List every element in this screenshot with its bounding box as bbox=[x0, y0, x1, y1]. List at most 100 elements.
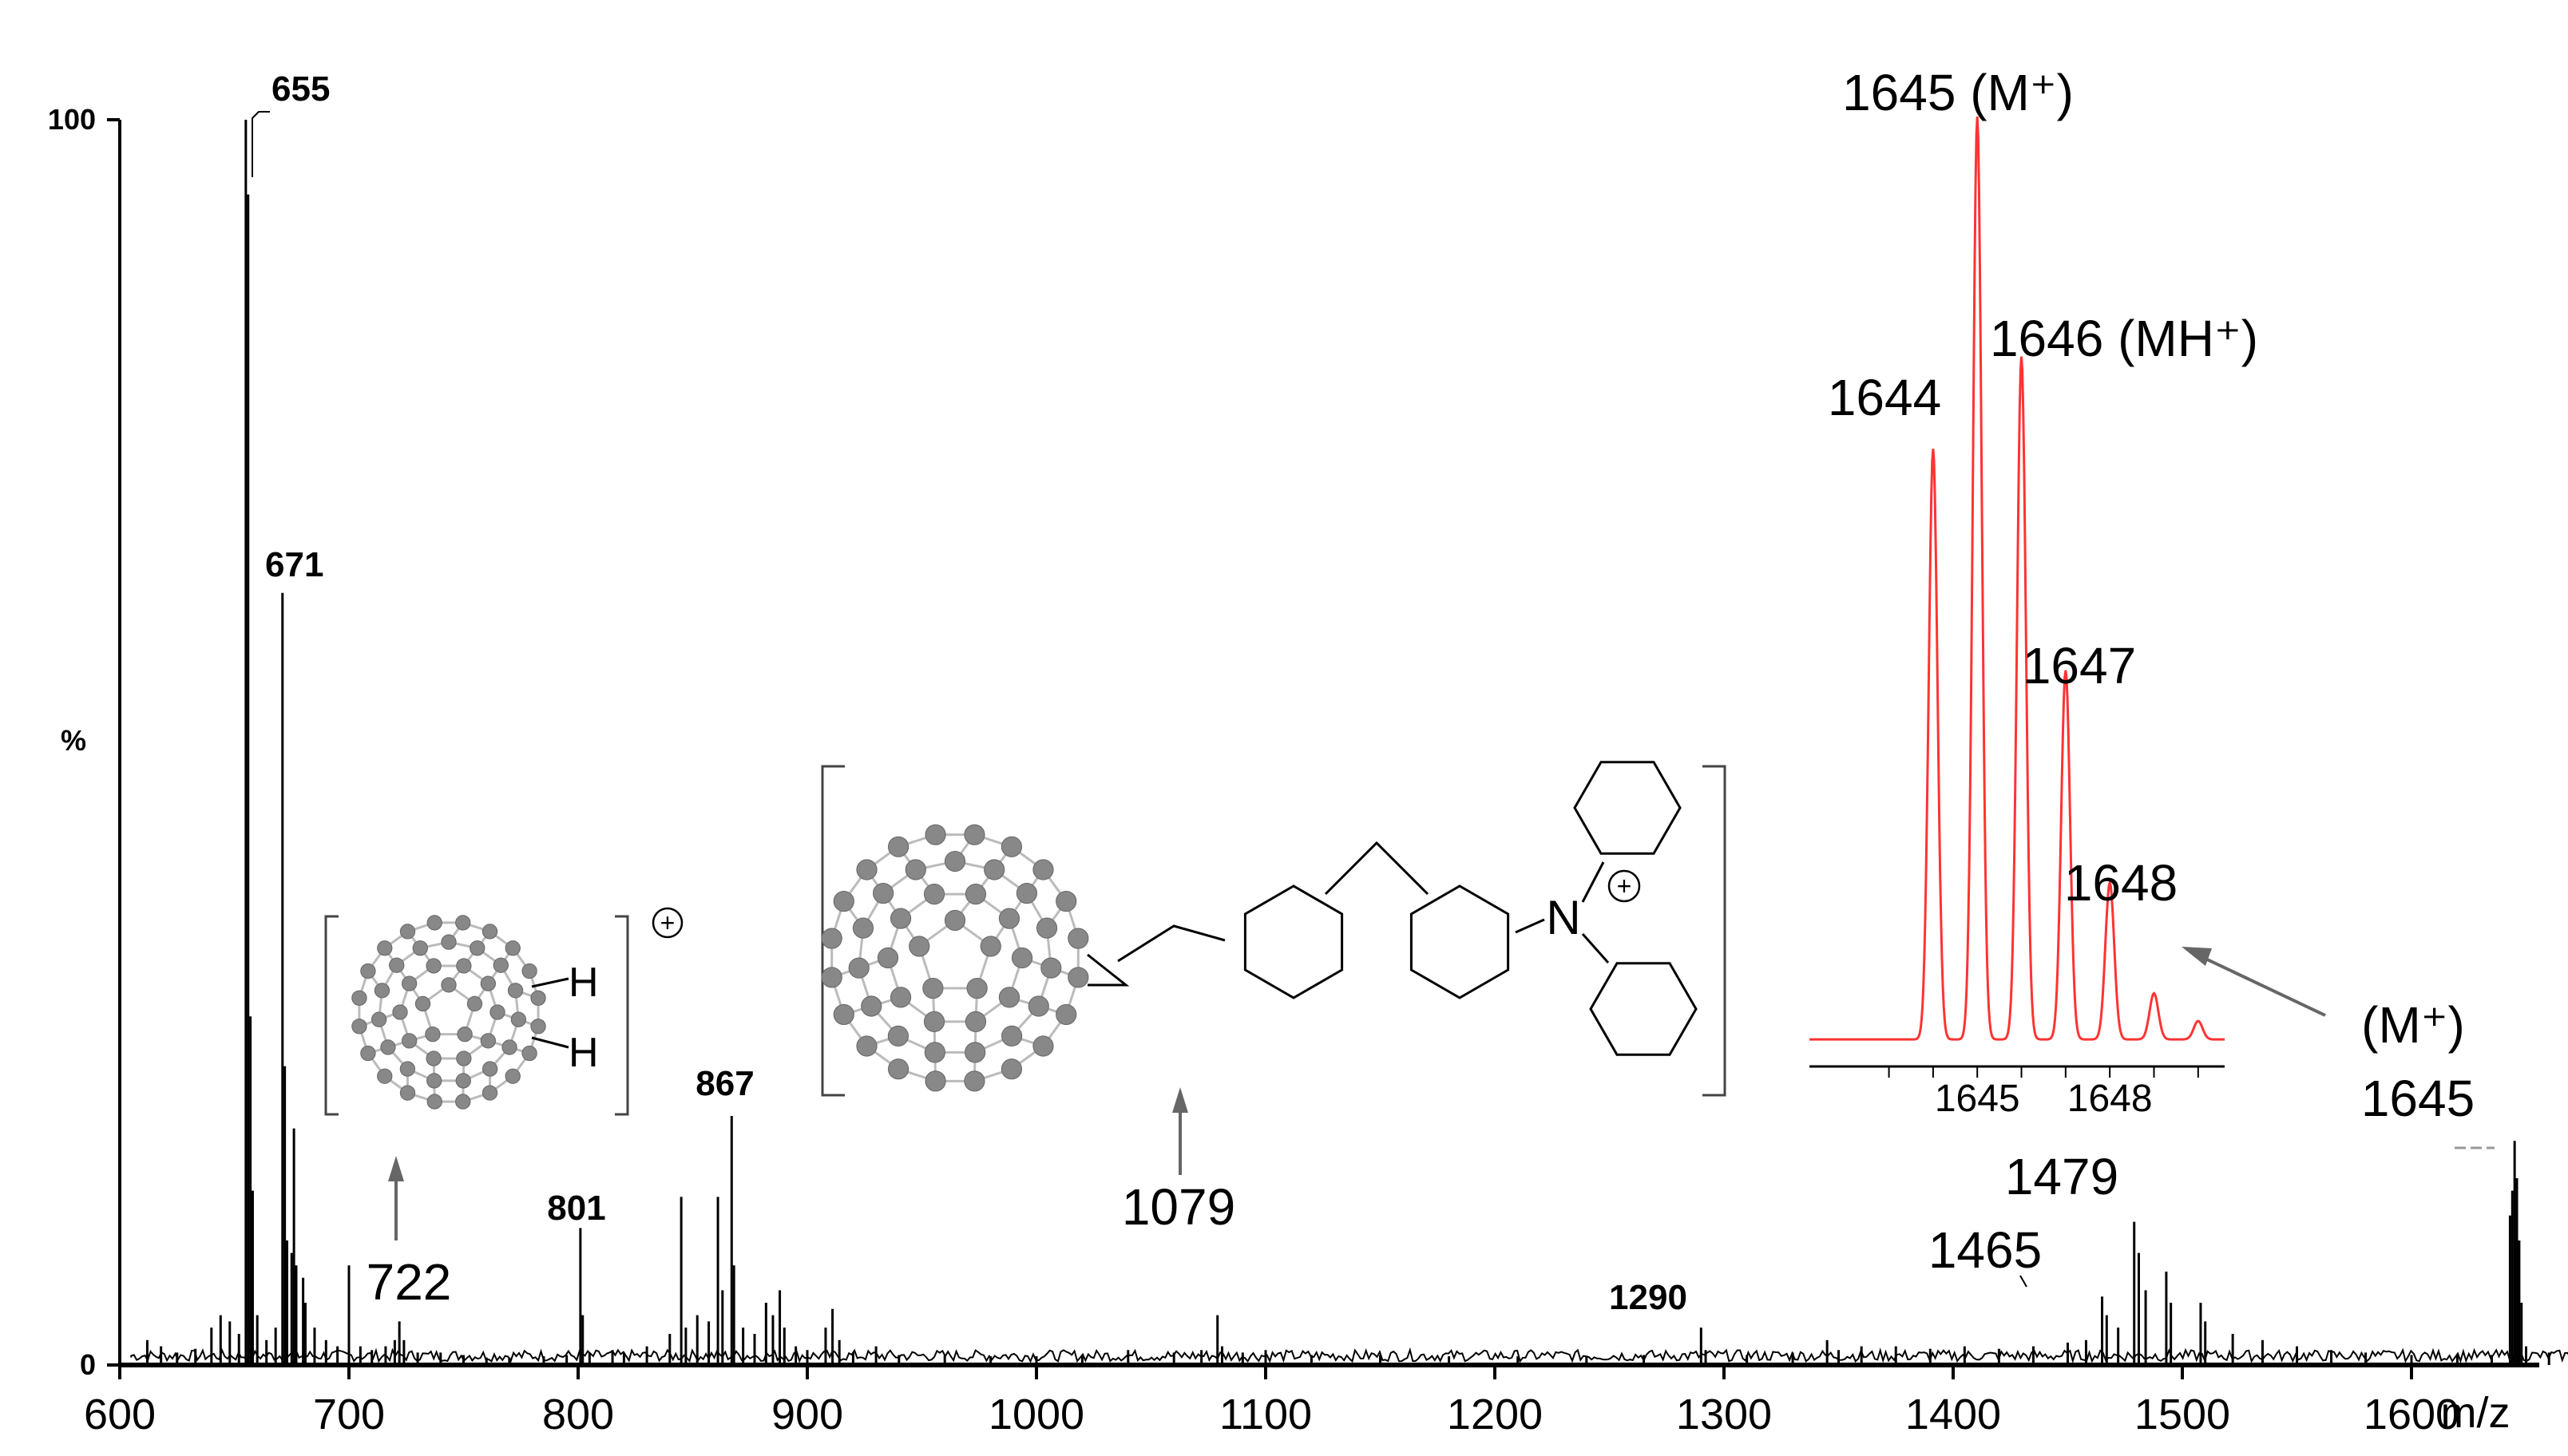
cage-atom bbox=[833, 890, 854, 912]
inset-tick-label-1648: 1648 bbox=[2067, 1078, 2153, 1120]
charge-circle-2 bbox=[1607, 869, 1641, 903]
peak-label-molecular-ion-tag: (M⁺) bbox=[2361, 996, 2465, 1054]
cage-atom bbox=[441, 934, 457, 950]
cage-atom bbox=[944, 850, 966, 872]
cage-atom bbox=[944, 909, 966, 932]
cage-atom bbox=[456, 1050, 472, 1066]
cage-atom bbox=[887, 836, 910, 857]
fluorene-ring-right bbox=[1409, 884, 1510, 999]
cage-atom bbox=[1016, 882, 1037, 904]
main-axes: 100 0 % m/z bbox=[48, 103, 2539, 1437]
cage-atom bbox=[389, 957, 405, 973]
cage-atom bbox=[1056, 1003, 1077, 1026]
cage-atom bbox=[1011, 947, 1033, 969]
y-tick-label-100: 100 bbox=[48, 103, 96, 136]
fullerene-cage-2 bbox=[821, 824, 1089, 1092]
arrow-722-head bbox=[388, 1156, 404, 1181]
charge-plus-2: + bbox=[1617, 872, 1632, 900]
cage-atom bbox=[360, 963, 376, 979]
cage-atom bbox=[856, 859, 878, 880]
peak-label-1290: 1290 bbox=[1609, 1278, 1687, 1317]
cage-atom bbox=[482, 1061, 498, 1077]
cage-atom bbox=[507, 983, 524, 999]
cage-atom bbox=[890, 908, 912, 929]
cage-atom bbox=[1032, 1035, 1054, 1057]
peak-1465-leader bbox=[2019, 1275, 2027, 1288]
inset-x-ticks: 1645 1648 bbox=[1888, 1066, 2199, 1120]
n-phenyl-bond-top bbox=[1581, 861, 1605, 903]
cage-atom bbox=[923, 884, 945, 905]
cage-atom bbox=[457, 1026, 473, 1043]
x-tick-label-700: 700 bbox=[313, 1391, 385, 1438]
cage-atom bbox=[887, 1058, 910, 1080]
cage-atom bbox=[1001, 1058, 1023, 1080]
fluorene-bridge bbox=[1324, 841, 1429, 896]
cage-atom bbox=[455, 915, 471, 931]
x-tick-label-600: 600 bbox=[84, 1391, 156, 1438]
y-tick-label-0: 0 bbox=[80, 1348, 96, 1381]
x-tick-label-1400: 1400 bbox=[1905, 1391, 2001, 1438]
cage-atom bbox=[480, 1033, 497, 1049]
cage-atom bbox=[426, 1094, 442, 1110]
x-axis-ticks: 600 700 800 900 1000 1100 1200 1300 1400 1500 1600 bbox=[84, 1365, 2459, 1438]
cage-atom bbox=[530, 990, 546, 1006]
x-tick-label-1000: 1000 bbox=[989, 1391, 1084, 1438]
cage-atom bbox=[482, 924, 498, 940]
cage-atom bbox=[392, 1004, 408, 1020]
cage-atom bbox=[455, 1094, 471, 1110]
cage-atom bbox=[890, 987, 912, 1008]
cage-atom bbox=[980, 936, 1001, 957]
arrows bbox=[388, 947, 2326, 1240]
cage-atom bbox=[821, 967, 842, 988]
cage-atom bbox=[426, 915, 442, 931]
cage-atom bbox=[998, 908, 1020, 929]
isotope-inset: 1645 1648 1645 (M⁺) 1646 (MH⁺) 1644 1647 … bbox=[1809, 64, 2258, 1120]
cage-atom bbox=[399, 924, 416, 940]
cage-atom bbox=[501, 1039, 517, 1055]
arrow-inset-shaft bbox=[2203, 956, 2326, 1017]
cage-atom bbox=[470, 940, 485, 956]
h-atom-bottom: H bbox=[569, 1030, 599, 1076]
cage-atom bbox=[1032, 859, 1054, 880]
cage-atom bbox=[371, 1011, 387, 1027]
nitrogen-atom: N bbox=[1546, 891, 1580, 944]
cage-atom bbox=[482, 1085, 498, 1101]
charge-plus-1: + bbox=[660, 908, 676, 937]
x-tick-label-900: 900 bbox=[771, 1391, 843, 1438]
cage-atom bbox=[351, 1019, 367, 1035]
arrow-1079-head bbox=[1172, 1087, 1188, 1113]
cage-atom bbox=[998, 987, 1020, 1008]
cage-atom bbox=[922, 977, 944, 999]
cage-atom bbox=[456, 958, 472, 974]
spectrum-baseline bbox=[130, 1347, 2568, 1364]
cage-atom bbox=[1068, 967, 1089, 988]
inset-tick-label-1645: 1645 bbox=[1935, 1078, 2020, 1120]
peak-label-1465: 1465 bbox=[1928, 1221, 2042, 1279]
fullerene-h2-structure: H H + bbox=[324, 907, 684, 1116]
x-axis-title: m/z bbox=[2441, 1389, 2511, 1437]
cage-atom bbox=[380, 1039, 396, 1055]
cage-atom bbox=[505, 940, 521, 956]
cage-atom bbox=[521, 963, 537, 979]
cage-atom bbox=[1001, 836, 1023, 857]
structure1-right-bracket bbox=[615, 915, 629, 1116]
y-axis-title: % bbox=[61, 724, 86, 757]
fullerene-fluorene-structure: N + bbox=[821, 761, 1726, 1097]
cage-atom bbox=[1036, 917, 1058, 939]
cage-atom bbox=[521, 1045, 537, 1062]
x-tick-label-1500: 1500 bbox=[2134, 1391, 2230, 1438]
cage-atom bbox=[964, 824, 985, 845]
peak-655-leader bbox=[252, 111, 270, 177]
phenyl-ring-top bbox=[1573, 761, 1682, 855]
n-phenyl-bond-bottom bbox=[1581, 933, 1610, 963]
cage-atom bbox=[873, 882, 894, 904]
cage-atom bbox=[426, 1050, 442, 1066]
cage-atom bbox=[1028, 995, 1049, 1017]
cage-atom bbox=[360, 1045, 376, 1062]
cage-atom bbox=[374, 983, 390, 999]
peak-label-801: 801 bbox=[547, 1189, 605, 1228]
cage-atom bbox=[1001, 1025, 1023, 1046]
cage-atom bbox=[848, 957, 870, 979]
